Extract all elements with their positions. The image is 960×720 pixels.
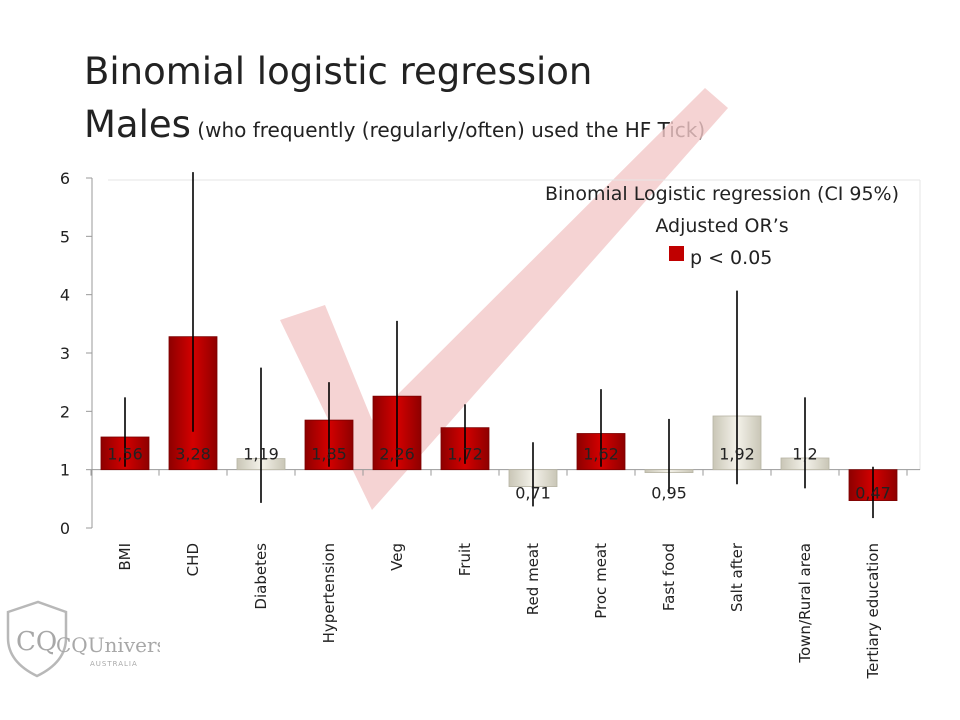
y-tick-label: 5 — [60, 227, 70, 246]
data-label: 1,72 — [447, 445, 483, 464]
y-tick-label: 1 — [60, 461, 70, 480]
data-label: 0,47 — [855, 484, 891, 503]
subtitle-detail: (who frequently (regularly/often) used t… — [190, 118, 706, 142]
logo-wordmark: CQUniversity — [56, 633, 160, 657]
chart-title-line: Adjusted OR’s — [655, 215, 788, 237]
category-label: Red meat — [524, 543, 542, 615]
cqu-logo: CQ CQUniversity AUSTRALIA — [6, 600, 160, 678]
chart-title-line: Binomial Logistic regression (CI 95%) — [545, 183, 899, 205]
data-label: 3,28 — [175, 445, 211, 464]
category-label: Tertiary education — [864, 543, 882, 680]
logo-country: AUSTRALIA — [90, 660, 138, 668]
subtitle-main: Males — [84, 103, 191, 146]
legend-swatch — [669, 246, 684, 261]
data-label: 0,95 — [651, 484, 687, 503]
slide-subtitle: Males (who frequently (regularly/often) … — [84, 103, 705, 146]
shield-icon — [6, 600, 68, 678]
data-label: 1,85 — [311, 445, 347, 464]
logo-monogram: CQ — [16, 627, 57, 657]
y-tick-label: 2 — [60, 402, 70, 421]
data-label: 2,26 — [379, 445, 415, 464]
data-label: 1,19 — [243, 445, 279, 464]
y-tick-label: 4 — [60, 286, 70, 305]
legend-label: p < 0.05 — [690, 247, 772, 269]
y-tick-label: 3 — [60, 344, 70, 363]
slide-title: Binomial logistic regression — [84, 50, 593, 93]
y-tick-label: 0 — [60, 519, 70, 538]
category-label: Proc meat — [592, 543, 610, 619]
category-label: Veg — [388, 543, 406, 571]
data-label: 1,62 — [583, 445, 619, 464]
category-label: Fast food — [660, 543, 678, 611]
category-label: CHD — [184, 543, 202, 576]
category-label: Fruit — [456, 543, 474, 576]
category-label: Hypertension — [320, 543, 338, 643]
category-label: BMI — [116, 543, 134, 571]
data-label: 0,71 — [515, 484, 551, 503]
data-label: 1,56 — [107, 445, 143, 464]
category-label: Diabetes — [252, 543, 270, 610]
category-label: Town/Rural area — [796, 543, 814, 664]
data-label: 1,92 — [719, 445, 755, 464]
data-label: 1,2 — [792, 445, 817, 464]
y-tick-label: 6 — [60, 169, 70, 188]
category-label: Salt after — [728, 542, 746, 612]
